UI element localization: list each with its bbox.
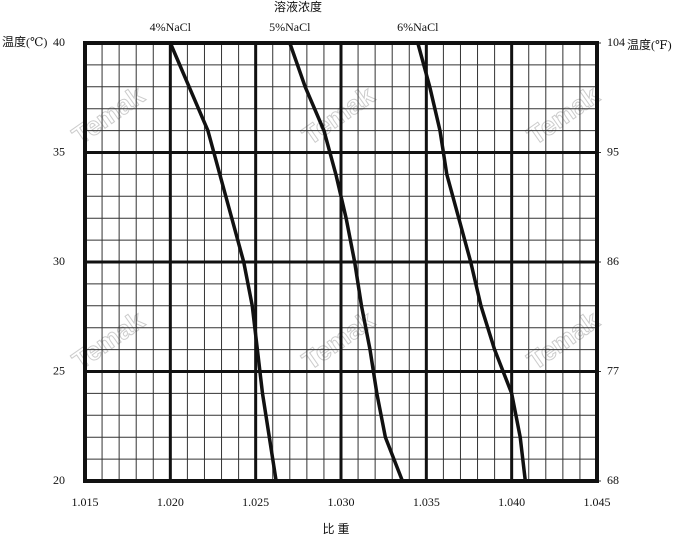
watermark: Temak: [67, 305, 151, 376]
plot-frame: [83, 41, 599, 483]
y2-tick-label: 86: [607, 254, 619, 268]
y2-tick-label: 95: [607, 144, 619, 158]
y-axis-label: 温度(℃): [2, 34, 47, 49]
series-line: [168, 42, 278, 482]
series-line: [416, 42, 528, 482]
y2-tick-label: 104: [607, 35, 625, 49]
y2-tick-label: 77: [607, 363, 619, 377]
x-tick-label: 1.045: [584, 495, 611, 509]
watermark: Temak: [67, 80, 151, 151]
x-tick-label: 1.035: [413, 495, 440, 509]
y-tick-label: 30: [53, 254, 65, 268]
series-line: [288, 42, 405, 482]
y-tick-label: 25: [53, 363, 65, 377]
y-tick-label: 20: [53, 473, 65, 487]
y2-axis-label: 温度(℉): [627, 37, 672, 52]
x-axis-label: 比 重: [322, 522, 349, 536]
x-tick-label: 1.025: [242, 495, 269, 509]
series-label: 6%NaCl: [397, 20, 439, 34]
series-label: 5%NaCl: [269, 20, 311, 34]
y2-tick-label: 68: [607, 473, 619, 487]
series-label: 4%NaCl: [150, 20, 192, 34]
watermark: Temak: [297, 80, 381, 151]
x-tick-label: 1.030: [328, 495, 355, 509]
y-tick-label: 35: [53, 144, 65, 158]
chart-title: 溶液浓度: [274, 0, 322, 14]
x-tick-label: 1.040: [498, 495, 525, 509]
y-tick-label: 40: [53, 35, 65, 49]
x-tick-label: 1.015: [72, 495, 99, 509]
x-tick-label: 1.020: [157, 495, 184, 509]
